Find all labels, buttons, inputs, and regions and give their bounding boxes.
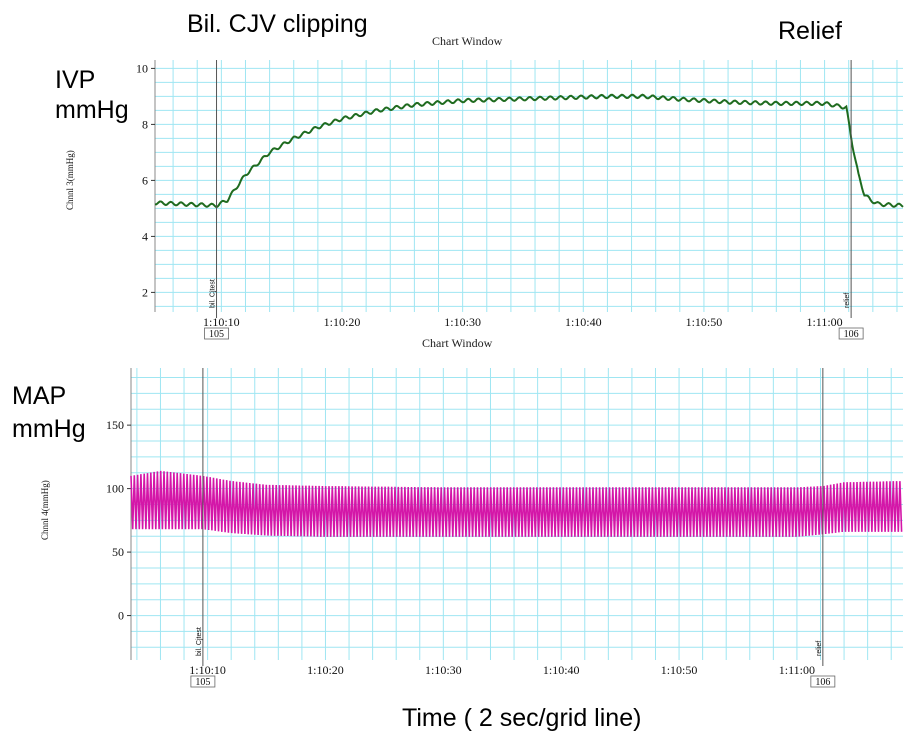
ivp-event-number-105: 105 bbox=[209, 329, 224, 340]
map-label-line2: mmHg bbox=[12, 415, 86, 443]
map-x-tick-label: 1:10:20 bbox=[307, 663, 344, 677]
map-x-tick-label: 1:10:40 bbox=[543, 663, 580, 677]
start-event-annotation: Bil. CJV clipping bbox=[187, 10, 368, 38]
map-y-tick-label: 100 bbox=[106, 482, 124, 496]
ivp-x-tick-label: 1:10:50 bbox=[686, 315, 723, 329]
ivp-event-number-box bbox=[204, 327, 229, 340]
map-event-number-box bbox=[810, 675, 836, 688]
ivp-panel: 2 4 6 8 10 bil. Cjtest 105 relief 106 1:10:10 1:10… bbox=[136, 60, 904, 340]
ivp-x-tick-label: 1:10:10 bbox=[203, 315, 240, 329]
map-event-number-106: 106 bbox=[815, 677, 830, 688]
map-label-line1: MAP bbox=[12, 382, 67, 410]
ivp-label-line1: IVP bbox=[55, 66, 96, 94]
x-axis-caption: Time ( 2 sec/grid line) bbox=[402, 704, 642, 732]
ivp-event-label-106: relief bbox=[844, 293, 851, 308]
ivp-y-tick-label: 2 bbox=[142, 285, 148, 299]
end-event-annotation: Relief bbox=[778, 17, 842, 45]
ivp-y-tick-label: 6 bbox=[142, 173, 148, 187]
map-window-title: Chart Window bbox=[422, 336, 493, 350]
map-x-tick-label: 1:10:30 bbox=[425, 663, 462, 677]
ivp-x-tick-label: 1:10:30 bbox=[444, 315, 481, 329]
ivp-y-tick-label: 8 bbox=[142, 117, 148, 131]
ivp-x-tick-label: 1:10:20 bbox=[324, 315, 361, 329]
ivp-vertical-grid bbox=[172, 60, 898, 312]
map-trace-line bbox=[130, 470, 903, 537]
ivp-y-tick-label: 10 bbox=[136, 61, 148, 75]
map-event-label-105: bil. Cjtest bbox=[196, 627, 203, 656]
map-x-tick-label: 1:11:00 bbox=[779, 663, 815, 677]
map-x-tick-label: 1:10:10 bbox=[189, 663, 226, 677]
ivp-x-tick-label: 1:10:40 bbox=[565, 315, 602, 329]
ivp-window-title: Chart Window bbox=[432, 34, 503, 48]
map-event-number-box bbox=[190, 675, 216, 688]
map-horizontal-grid bbox=[131, 377, 903, 648]
ivp-event-number-box bbox=[838, 327, 864, 340]
map-y-tick-label: 50 bbox=[112, 545, 124, 559]
map-y-tick-label: 150 bbox=[106, 418, 124, 432]
ivp-x-tick-label: 1:11:00 bbox=[806, 315, 842, 329]
ivp-y-tick-label: 4 bbox=[142, 229, 148, 243]
ivp-horizontal-grid bbox=[155, 67, 903, 307]
ivp-trace-line bbox=[155, 93, 904, 209]
map-x-tick-label: 1:10:50 bbox=[661, 663, 698, 677]
map-event-number-105: 105 bbox=[195, 677, 210, 688]
map-y-tick-label: 0 bbox=[118, 609, 124, 623]
map-panel: 0 50 100 150 bil. Cjtest 105 relief 106 1:10:10 1… bbox=[106, 368, 903, 688]
ivp-event-label-105: bil. Cjtest bbox=[210, 279, 217, 308]
ivp-label-line2: mmHg bbox=[55, 96, 129, 124]
map-event-label-106: relief bbox=[816, 641, 823, 656]
ivp-event-number-106: 106 bbox=[844, 329, 859, 340]
